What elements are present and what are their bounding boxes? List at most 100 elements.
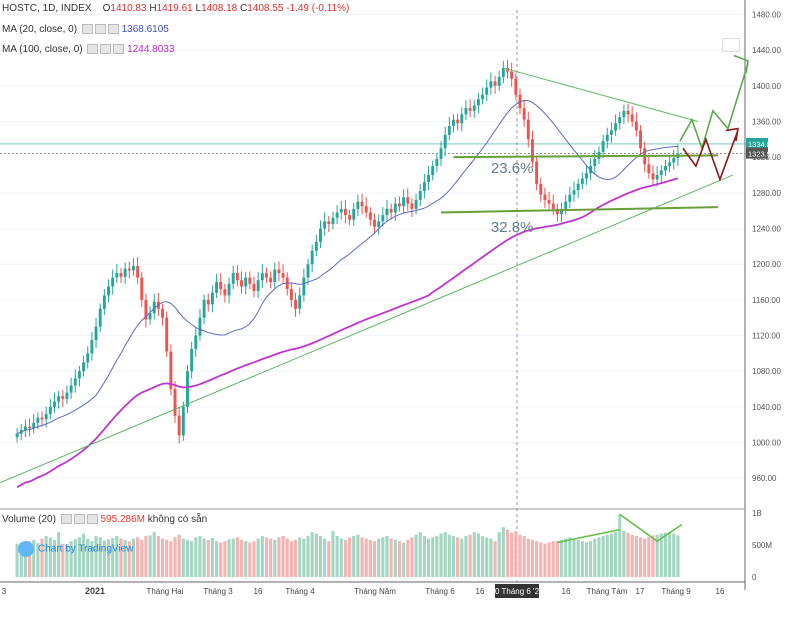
candle-body: [431, 166, 435, 175]
volume-bar: [202, 538, 206, 577]
candle-body: [123, 268, 127, 277]
volume-bar: [668, 532, 672, 577]
volume-bar: [214, 541, 219, 577]
candle-body: [543, 194, 547, 200]
volume-bar: [119, 538, 123, 577]
candle-body: [223, 289, 227, 296]
fullscreen-icon[interactable]: [722, 38, 740, 52]
x-tick-label: 2021: [85, 586, 105, 596]
candle-body: [73, 378, 77, 386]
bearish-projection: [682, 130, 739, 182]
volume-bar: [543, 543, 547, 577]
volume-bar: [15, 543, 19, 577]
eye-icon[interactable]: [87, 44, 99, 55]
y-tick-label: 1360.00: [752, 117, 781, 126]
volume-bar: [281, 536, 285, 577]
candle-body: [210, 292, 214, 305]
volume-bar: [302, 538, 306, 577]
x-tick-label: 16: [562, 587, 571, 596]
volume-bar: [584, 542, 589, 577]
candle-body: [452, 119, 455, 126]
ma100-legend[interactable]: MA (100, close, 0) 1244.8033: [2, 44, 174, 55]
high-value: 1419.61: [156, 3, 193, 14]
candle-body: [373, 219, 376, 227]
current-price-tag: 1323.96: [748, 150, 775, 159]
candle-body: [510, 71, 514, 79]
volume-bar: [277, 537, 281, 577]
candle-body: [281, 273, 285, 278]
candle-body: [335, 212, 339, 218]
volume-legend[interactable]: Volume (20) 595.286M không có sẵn: [2, 514, 207, 525]
candle-body: [526, 119, 530, 140]
ma100-line: [16, 177, 679, 488]
candle-body: [186, 371, 189, 407]
candle-body: [61, 396, 65, 399]
candle-body: [148, 313, 152, 320]
tradingview-logo-icon: [18, 541, 34, 557]
volume-bar: [48, 537, 52, 577]
candle-body: [572, 190, 576, 195]
volume-bar: [52, 539, 57, 577]
candle-body: [576, 183, 580, 191]
close-icon[interactable]: [107, 24, 119, 35]
volume-bar: [526, 538, 530, 577]
volume-bar: [235, 537, 239, 577]
candle-body: [269, 277, 273, 283]
candle-body: [310, 250, 314, 265]
candle-body: [364, 206, 368, 213]
candle-body: [472, 105, 476, 111]
close-icon[interactable]: [86, 514, 98, 525]
candle-body: [464, 108, 468, 115]
candle-body: [551, 203, 555, 209]
candle-body: [522, 108, 526, 120]
volume-bar: [505, 529, 510, 577]
volume-bar: [181, 538, 185, 577]
ma20-legend[interactable]: MA (20, close, 0) 1368.6105: [2, 24, 169, 35]
candle-body: [476, 99, 480, 106]
candle-body: [422, 182, 426, 192]
x-tick-label: Tháng 3: [203, 587, 233, 596]
volume-bar: [19, 542, 23, 577]
candle-body: [252, 283, 256, 291]
eye-icon[interactable]: [60, 514, 72, 525]
candle-body: [127, 268, 131, 271]
candle-body: [339, 208, 343, 213]
y-tick-label: 1240.00: [752, 225, 781, 234]
volume-bar: [40, 538, 44, 577]
volume-bar: [580, 541, 584, 577]
gear-icon[interactable]: [73, 514, 85, 525]
volume-bar: [559, 539, 564, 577]
candle-body: [381, 215, 385, 222]
candle-body: [468, 108, 472, 111]
gear-icon[interactable]: [100, 44, 112, 55]
candle-body: [547, 199, 551, 204]
candle-body: [626, 110, 630, 115]
volume-bar: [111, 537, 115, 577]
volume-bar: [364, 538, 368, 577]
candle-body: [323, 221, 327, 229]
volume-bar: [460, 538, 464, 577]
volume-bar: [90, 541, 94, 577]
x-tick-label: Tháng Tám: [587, 587, 628, 596]
volume-bar: [352, 536, 356, 577]
volume-bar: [81, 533, 86, 577]
symbol-name[interactable]: HOSTC: [2, 3, 37, 14]
volume-bar: [219, 542, 223, 577]
gear-icon[interactable]: [94, 24, 106, 35]
candle-body: [190, 348, 194, 372]
interval[interactable]: 1D: [42, 3, 56, 14]
candle-body: [443, 134, 447, 149]
volume-bar: [393, 539, 397, 577]
candle-body: [605, 134, 609, 142]
volume-bar: [447, 534, 451, 577]
volume-bar: [131, 538, 136, 577]
volume-bar: [613, 532, 618, 577]
volume-bar: [339, 538, 343, 577]
bullish-arrowhead: [733, 54, 749, 74]
candle-body: [385, 208, 389, 216]
eye-icon[interactable]: [81, 24, 93, 35]
tradingview-attribution[interactable]: Chart by TradingView: [18, 541, 133, 557]
volume-bar: [227, 539, 231, 577]
close-icon[interactable]: [113, 44, 125, 55]
falling-trendline: [503, 67, 699, 122]
